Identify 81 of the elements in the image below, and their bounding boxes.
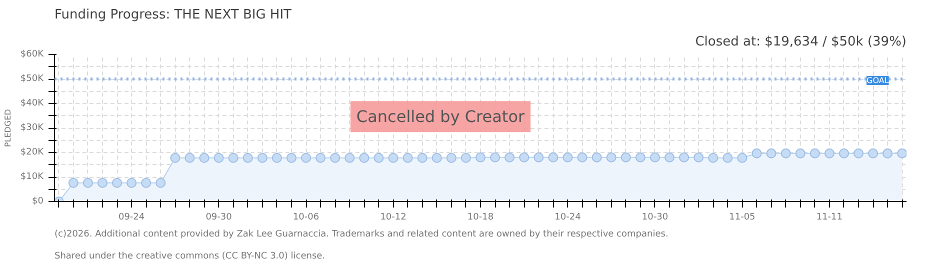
point xyxy=(141,178,152,188)
point xyxy=(272,152,282,163)
text: (c)2026. Additional content provided by Zak Lee Guarnaccia. Trademarks and related content are owned by their respective companies. xyxy=(54,230,668,240)
point xyxy=(97,178,108,188)
point xyxy=(882,148,893,158)
point xyxy=(359,152,370,163)
point xyxy=(592,152,602,162)
point xyxy=(620,152,631,162)
x-tick-label: 10-06 xyxy=(292,212,320,222)
y-tick-label: $0 xyxy=(32,196,44,206)
point xyxy=(780,148,791,158)
text: Shared under the creative commons (CC BY-NC 3.0) license. xyxy=(54,252,326,262)
point xyxy=(824,148,834,158)
point xyxy=(679,152,690,162)
y-axis-title: PLEDGED xyxy=(3,109,12,147)
ref-line-label: GOAL xyxy=(866,76,890,85)
point xyxy=(635,152,646,162)
y-tick-label: $10K xyxy=(20,172,45,182)
point xyxy=(214,152,224,163)
point xyxy=(344,152,355,163)
y-tick-label: $30K xyxy=(20,123,45,133)
point xyxy=(868,148,878,158)
point xyxy=(897,148,906,158)
point xyxy=(374,152,384,163)
point xyxy=(460,152,471,163)
point xyxy=(752,148,762,158)
point xyxy=(446,152,456,163)
y-tick-label: $50K xyxy=(20,74,45,84)
point xyxy=(286,152,296,163)
x-tick-label: 09-30 xyxy=(206,212,232,222)
x-tick-label: 11-05 xyxy=(729,212,756,222)
x-tick-label: 09-24 xyxy=(118,212,145,222)
point xyxy=(504,152,515,162)
x-tick-label: 10-24 xyxy=(554,212,582,222)
point xyxy=(737,152,748,163)
point xyxy=(330,152,340,163)
x-tick-label: 10-12 xyxy=(380,212,406,222)
point xyxy=(490,152,500,162)
point xyxy=(795,148,806,158)
point xyxy=(708,152,718,163)
point xyxy=(257,152,268,163)
point xyxy=(242,152,253,163)
point xyxy=(854,148,864,158)
point xyxy=(766,148,776,158)
point xyxy=(126,178,137,188)
y-tick-label: $60K xyxy=(20,50,45,60)
point xyxy=(156,178,166,188)
x-tick-label: 10-30 xyxy=(642,212,668,222)
point xyxy=(534,152,544,162)
point xyxy=(548,152,558,162)
chart-subtitle: Closed at: $19,634 / $50k (39%) xyxy=(695,34,907,50)
point xyxy=(82,178,93,188)
point xyxy=(838,148,849,158)
y-tick-label: $40K xyxy=(20,98,45,108)
point xyxy=(577,152,588,162)
point xyxy=(650,152,660,162)
y-tick-label: $20K xyxy=(20,148,45,158)
point xyxy=(316,152,326,163)
point xyxy=(402,152,413,163)
point xyxy=(417,152,428,163)
point xyxy=(301,152,312,163)
point xyxy=(112,178,122,188)
point xyxy=(170,152,180,163)
point xyxy=(432,152,442,163)
point xyxy=(606,152,616,162)
point xyxy=(388,152,398,163)
point xyxy=(694,152,704,162)
point xyxy=(184,152,195,163)
point xyxy=(519,152,530,162)
point xyxy=(68,178,78,188)
point xyxy=(810,148,820,158)
annotation: Cancelled by Creator xyxy=(356,107,525,126)
point xyxy=(199,152,210,163)
point xyxy=(664,152,675,162)
point xyxy=(722,152,733,163)
point xyxy=(228,152,238,163)
point xyxy=(476,152,486,162)
chart-title: Funding Progress: THE NEXT BIG HIT xyxy=(54,8,292,22)
point xyxy=(562,152,573,162)
x-tick-label: 10-18 xyxy=(467,212,494,222)
x-tick-label: 11-11 xyxy=(816,212,843,222)
